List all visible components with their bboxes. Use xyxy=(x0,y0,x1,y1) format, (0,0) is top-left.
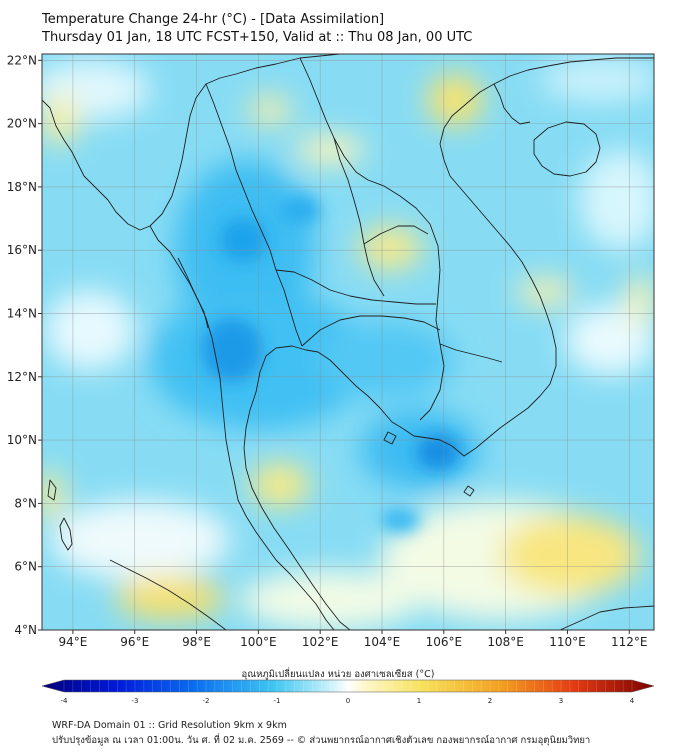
colorbar-tick-label: 2 xyxy=(488,697,492,705)
lat-label: 12°N xyxy=(7,370,37,384)
colorbar-ticks: -4 -3 -2 -1 0 1 2 3 4 xyxy=(61,680,635,705)
graticule xyxy=(42,54,654,630)
lat-label: 22°N xyxy=(7,53,37,67)
lat-label: 20°N xyxy=(7,117,37,131)
lon-label: 100°E xyxy=(240,635,277,649)
colorbar: -4 -3 -2 -1 0 1 2 3 4 xyxy=(41,679,655,705)
colorbar-gradient xyxy=(41,679,655,693)
lon-label: 94°E xyxy=(58,635,87,649)
lon-label: 102°E xyxy=(302,635,339,649)
lon-label: 104°E xyxy=(364,635,401,649)
lon-label: 110°E xyxy=(549,635,586,649)
footer-update-info: ปรับปรุงข้อมูล ณ เวลา 01:00น. วัน ศ. ที่… xyxy=(52,735,591,746)
plot-frame xyxy=(41,53,655,631)
coastlines xyxy=(42,54,654,630)
lat-label: 6°N xyxy=(14,560,37,574)
colorbar-tick-label: 3 xyxy=(559,697,563,705)
lat-label: 16°N xyxy=(7,243,37,257)
lat-label: 8°N xyxy=(14,496,37,510)
colorbar-tick-label: -1 xyxy=(274,697,281,705)
lon-label: 98°E xyxy=(182,635,211,649)
lon-label: 112°E xyxy=(611,635,648,649)
lat-label: 10°N xyxy=(7,433,37,447)
colorbar-tick-label: 0 xyxy=(346,697,350,705)
lon-label: 108°E xyxy=(487,635,524,649)
map-title: Temperature Change 24-hr (°C) - [Data As… xyxy=(42,12,385,27)
colorbar-tick-label: -2 xyxy=(203,697,210,705)
lon-label: 96°E xyxy=(120,635,149,649)
lat-label: 18°N xyxy=(7,180,37,194)
latitude-axis: 4°N 6°N 8°N 10°N 12°N 14°N 16°N 18°N 20°N 22°N xyxy=(7,53,42,637)
colorbar-tick-label: -4 xyxy=(61,697,69,705)
lat-label: 4°N xyxy=(14,623,37,637)
colorbar-tick-label: 1 xyxy=(417,697,421,705)
colorbar-label: อุณหภูมิเปลี่ยนแปลง หน่วย องศาเซลเซียส (… xyxy=(241,669,435,680)
map-subtitle: Thursday 01 Jan, 18 UTC FCST+150, Valid … xyxy=(42,30,473,45)
colorbar-tick-label: 4 xyxy=(630,697,635,705)
longitude-axis: 94°E 96°E 98°E 100°E 102°E 104°E 106°E 108°E 110… xyxy=(58,630,648,649)
temperature-field xyxy=(42,54,654,630)
lat-label: 14°N xyxy=(7,307,37,321)
footer-model-info: WRF-DA Domain 01 :: Grid Resolution 9km … xyxy=(52,720,287,731)
colorbar-tick-label: -3 xyxy=(132,697,139,705)
lon-label: 106°E xyxy=(426,635,463,649)
